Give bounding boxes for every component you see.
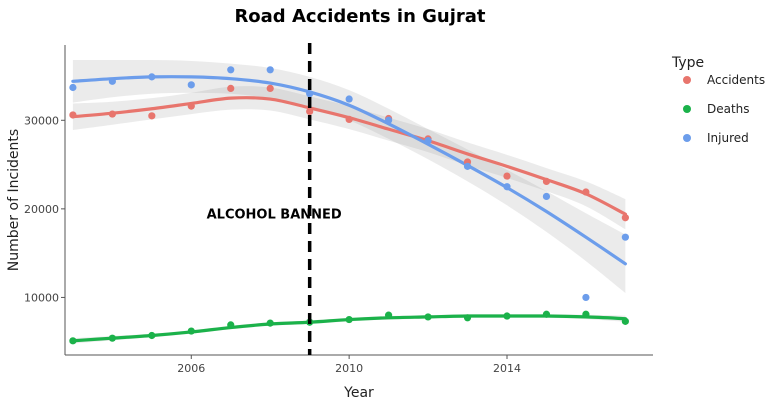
accidents-point [148,112,156,120]
legend-accidents-label: Accidents [707,73,765,87]
injured-point [69,83,77,92]
injured-point [266,66,274,74]
injured-point [542,192,551,201]
legend-deaths-label: Deaths [707,102,750,116]
ticks: 2006 2010 2014 10000 20000 30000 [24,114,521,375]
accidents-point [582,188,590,196]
injured-point [227,66,235,74]
legend: Type Accidents Deaths Injured [671,55,765,145]
legend-injured-marker [683,134,691,142]
accidents-point [345,115,353,123]
y-tick-label: 10000 [24,291,59,304]
x-tick-label: 2014 [493,362,521,375]
y-tick-label: 30000 [24,114,59,127]
accidents-point [503,172,511,180]
injured-point [621,233,629,241]
legend-injured-label: Injured [707,131,749,145]
deaths-point [621,317,629,325]
x-tick-label: 2006 [177,362,205,375]
injured-point [503,183,511,191]
deaths-point [227,321,235,329]
axes [64,45,653,356]
data-points [69,66,629,345]
injured-point [148,73,156,81]
deaths-point [266,319,274,327]
injured-point [187,81,195,89]
alcohol-ban-annotation: ALCOHOL BANNED [207,207,342,222]
deaths-point [187,327,195,335]
deaths-point [582,310,590,318]
deaths-point [69,337,77,345]
deaths-point [503,312,511,320]
injured-point [463,162,472,170]
legend-deaths-marker [683,105,691,113]
accidents-point [306,107,314,116]
accidents-point [621,214,629,222]
accidents-point [266,84,274,92]
injured-point [384,116,393,124]
legend-title: Type [671,55,704,71]
injured-trend-line [71,75,627,266]
deaths-point [463,314,472,322]
injured-point [306,90,314,98]
deaths-point [424,313,432,321]
y-tick-label: 20000 [24,203,59,216]
deaths-point [345,315,353,324]
accidents-point [227,84,235,92]
deaths-point [108,334,116,342]
x-axis-title: Year [343,385,374,400]
accidents-point [542,177,551,185]
x-tick-label: 2010 [335,362,363,375]
accidents-confidence-band [72,86,626,230]
chart-title: Road Accidents in Gujrat [234,6,485,27]
accidents-point [187,102,195,110]
y-axis-title: Number of Incidents [6,129,22,271]
injured-point [582,293,590,302]
accidents-point [108,110,116,118]
deaths-point [542,310,551,318]
injured-point [345,95,353,103]
injured-point [108,77,116,85]
injured-point [424,137,432,145]
accidents-point [69,111,77,119]
deaths-point [148,331,156,340]
legend-accidents-marker [683,76,691,84]
deaths-point [384,311,393,319]
